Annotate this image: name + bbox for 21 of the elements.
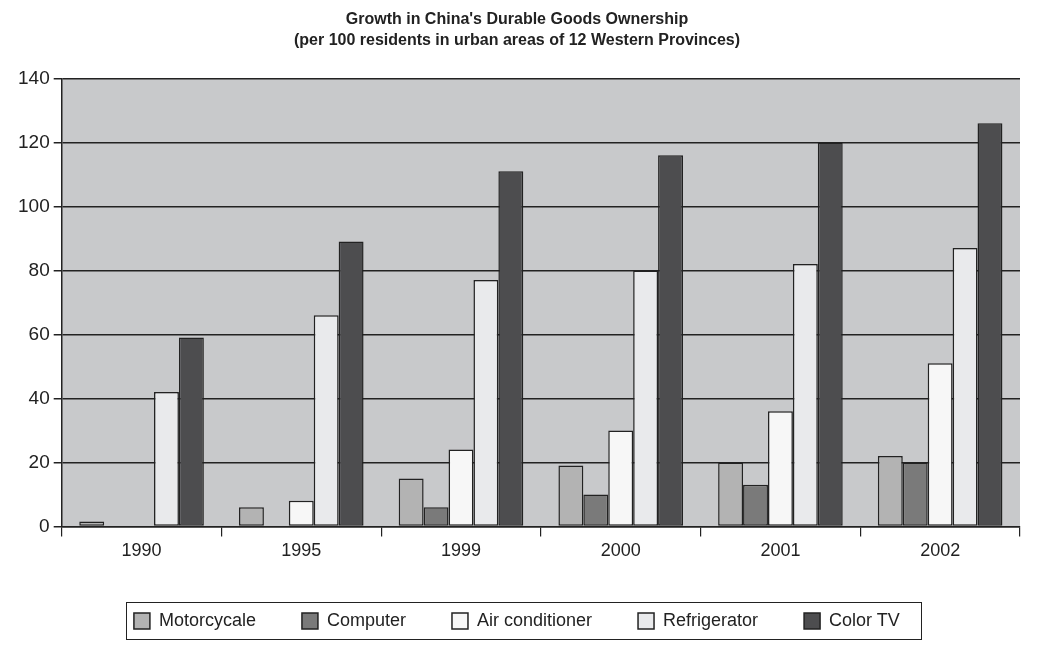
legend-label: Computer — [326, 609, 406, 630]
x-tick-label: 2001 — [760, 540, 801, 561]
y-tick-label: 20 — [28, 450, 50, 472]
legend-label: Refrigerator — [663, 609, 759, 630]
legend-label: Motorcycale — [158, 609, 256, 630]
legend-label: Color TV — [829, 609, 900, 630]
chart-title: Growth in China's Durable Goods Ownership — [345, 10, 689, 28]
x-tick-label: 2002 — [920, 540, 961, 561]
chart-subtitle: (per 100 residents in urban areas of 12 Western Provinces) — [293, 31, 741, 49]
y-tick-label: 80 — [28, 258, 50, 280]
y-tick-label: 120 — [18, 130, 50, 152]
x-tick-label: 1995 — [281, 540, 322, 561]
x-tick-label: 2000 — [600, 540, 641, 561]
y-tick-label: 100 — [18, 194, 50, 216]
y-tick-label: 60 — [28, 322, 50, 344]
x-tick-label: 1999 — [440, 540, 482, 561]
y-tick-label: 40 — [28, 386, 50, 408]
legend-label: Air conditioner — [476, 609, 593, 630]
x-tick-label: 1990 — [121, 540, 162, 561]
y-tick-label: 140 — [18, 66, 50, 88]
y-tick-label: 0 — [39, 514, 50, 536]
